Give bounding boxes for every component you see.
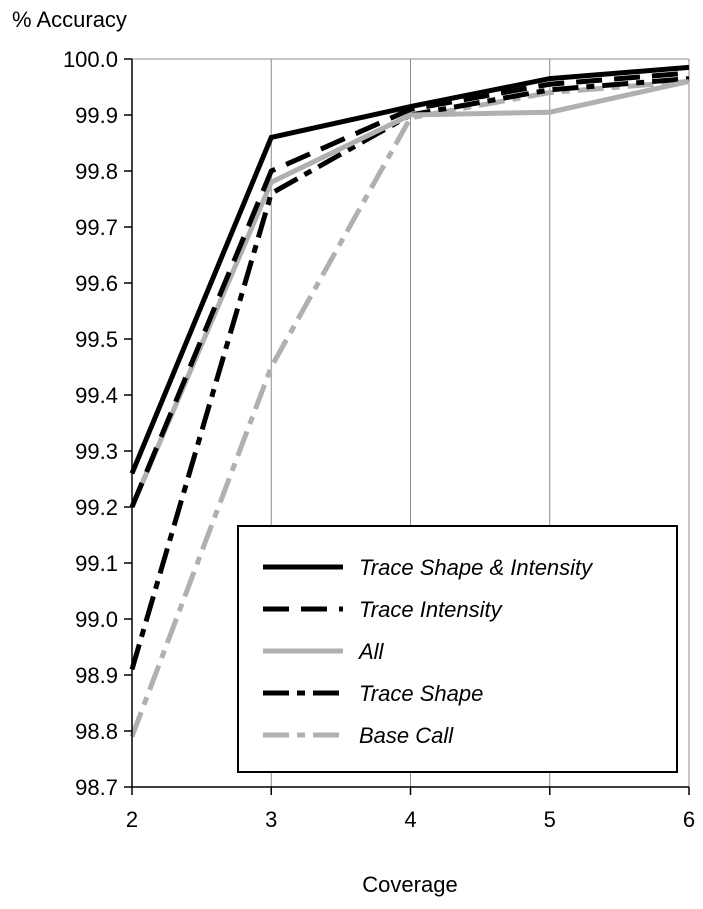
x-tick-label: 6 [683, 807, 695, 832]
x-tick-label: 3 [265, 807, 277, 832]
legend-label: Trace Shape [359, 681, 483, 706]
y-tick-label: 99.2 [75, 495, 118, 520]
y-tick-label: 99.4 [75, 383, 118, 408]
legend-label: Base Call [359, 723, 454, 748]
legend: Trace Shape & Intensity Trace Intensity Al… [237, 525, 678, 773]
y-tick-label: 98.9 [75, 663, 118, 688]
y-tick-label: 98.7 [75, 775, 118, 800]
legend-label: Trace Intensity [359, 597, 504, 622]
axes [124, 58, 690, 795]
x-tick-label: 5 [544, 807, 556, 832]
x-axis-title: Coverage [362, 872, 457, 897]
y-tick-label: 99.6 [75, 271, 118, 296]
x-tick-label: 4 [404, 807, 416, 832]
y-tick-label: 99.7 [75, 215, 118, 240]
series-lines [129, 64, 690, 738]
y-tick-label: 99.1 [75, 551, 118, 576]
series-line-base-call [129, 78, 690, 738]
legend-label: All [357, 639, 385, 664]
y-tick-label: 99.0 [75, 607, 118, 632]
y-axis-title: % Accuracy [12, 7, 127, 32]
x-tick-label: 2 [126, 807, 138, 832]
tick-labels: 100.0 99.9 99.8 99.7 99.6 99.5 99.4 99.3 99.2 99.… [63, 47, 695, 832]
legend-label: Trace Shape & Intensity [359, 555, 594, 580]
y-tick-label: 99.5 [75, 327, 118, 352]
y-tick-label: 99.8 [75, 159, 118, 184]
y-tick-label: 98.8 [75, 719, 118, 744]
y-tick-label: 99.3 [75, 439, 118, 464]
y-tick-label: 99.9 [75, 103, 118, 128]
y-tick-label: 100.0 [63, 47, 118, 72]
